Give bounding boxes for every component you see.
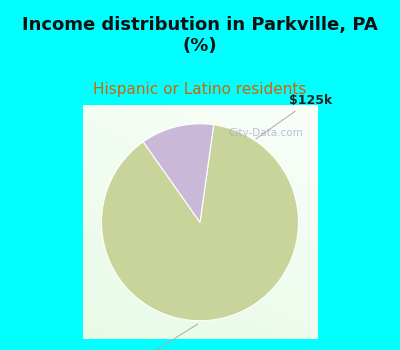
Text: $50k: $50k	[108, 324, 198, 350]
Text: Income distribution in Parkville, PA
(%): Income distribution in Parkville, PA (%)	[22, 16, 378, 55]
Wedge shape	[143, 124, 214, 222]
Text: City-Data.com: City-Data.com	[228, 128, 303, 138]
Text: $125k: $125k	[256, 94, 332, 139]
Wedge shape	[102, 125, 298, 321]
Text: Hispanic or Latino residents: Hispanic or Latino residents	[93, 82, 307, 97]
